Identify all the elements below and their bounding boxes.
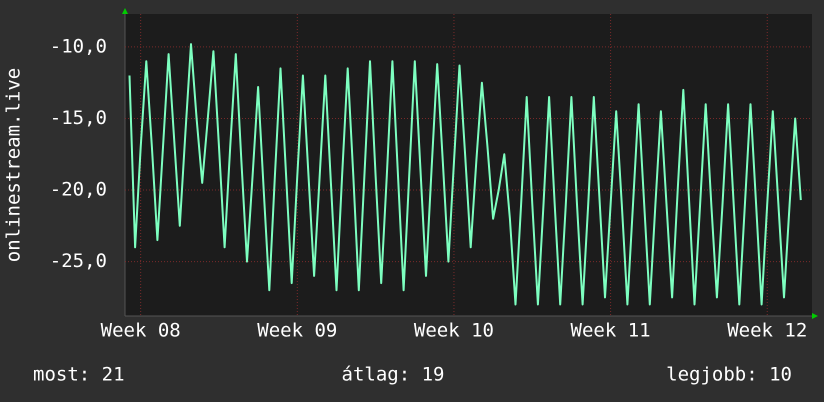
y-axis-label: onlinestream.live [3,68,25,262]
data-line [128,43,802,306]
y-tick-label: -25,0 [50,250,107,272]
x-tick-label: Week 08 [101,320,181,342]
footer-best: legjobb: 10 [666,364,792,386]
x-tick-label: Week 12 [727,320,807,342]
y-axis-arrow [122,8,128,14]
y-tick-label: -15,0 [50,107,107,129]
y-tick-label: -10,0 [50,35,107,57]
x-axis-arrow [812,313,818,319]
footer-current: most: 21 [33,364,125,386]
x-tick-label: Week 10 [414,320,494,342]
footer-average: átlag: 19 [342,364,445,386]
x-tick-label: Week 11 [571,320,651,342]
y-tick-label: -20,0 [50,179,107,201]
x-tick-label: Week 09 [257,320,337,342]
